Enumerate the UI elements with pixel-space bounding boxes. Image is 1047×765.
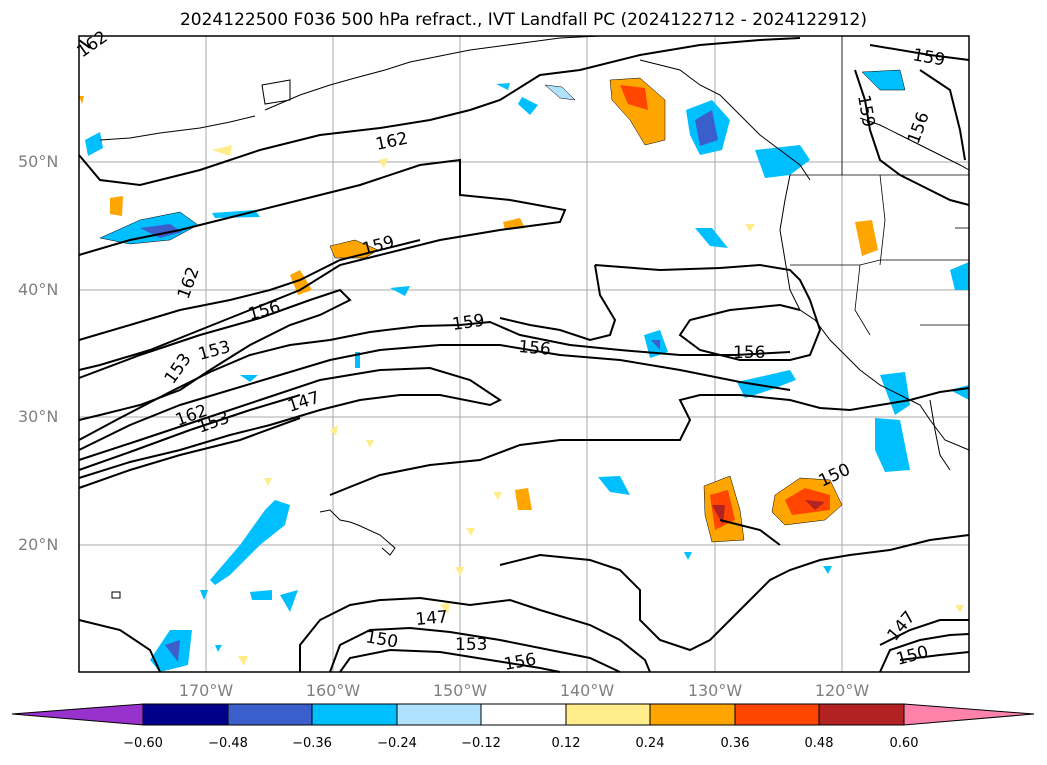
- refractivity-contours: [78, 37, 970, 673]
- lon-label: 120°W: [814, 681, 870, 700]
- lon-label: 160°W: [305, 681, 361, 700]
- colorbar-tick: 0.48: [804, 736, 834, 751]
- contour-label: 147: [415, 607, 449, 630]
- lat-label: 40°N: [18, 280, 59, 299]
- colorbar-tick: −0.24: [377, 736, 417, 751]
- positive-anomaly-patches: [79, 77, 964, 666]
- colorbar-tick: −0.12: [461, 736, 501, 751]
- colorbar-tick: 0.12: [551, 736, 581, 751]
- contour-label: 156: [518, 337, 552, 360]
- contour-label: 156: [733, 343, 765, 363]
- negative-anomaly-patches: [85, 69, 969, 672]
- borders: [790, 36, 969, 336]
- lon-label: 140°W: [559, 681, 615, 700]
- coastlines: [99, 35, 970, 599]
- lat-label: 30°N: [18, 407, 59, 426]
- colorbar-tick: −0.36: [292, 736, 332, 751]
- lat-label: 20°N: [18, 535, 59, 554]
- lat-label: 50°N: [18, 152, 59, 171]
- contour-label: 153: [455, 635, 487, 655]
- lon-label: 170°W: [178, 681, 234, 700]
- colorbar-tick: −0.48: [208, 736, 248, 751]
- colorbar-tick: −0.60: [123, 736, 163, 751]
- contour-label: 159: [451, 311, 486, 335]
- lon-label: 130°W: [687, 681, 743, 700]
- lon-label: 150°W: [432, 681, 488, 700]
- colorbar-tick: 0.60: [889, 736, 919, 751]
- colorbar-tick: 0.24: [635, 736, 665, 751]
- colorbar: [11, 703, 1035, 726]
- map-title: 2024122500 F036 500 hPa refract., IVT La…: [179, 10, 867, 30]
- colorbar-tick: 0.36: [720, 736, 750, 751]
